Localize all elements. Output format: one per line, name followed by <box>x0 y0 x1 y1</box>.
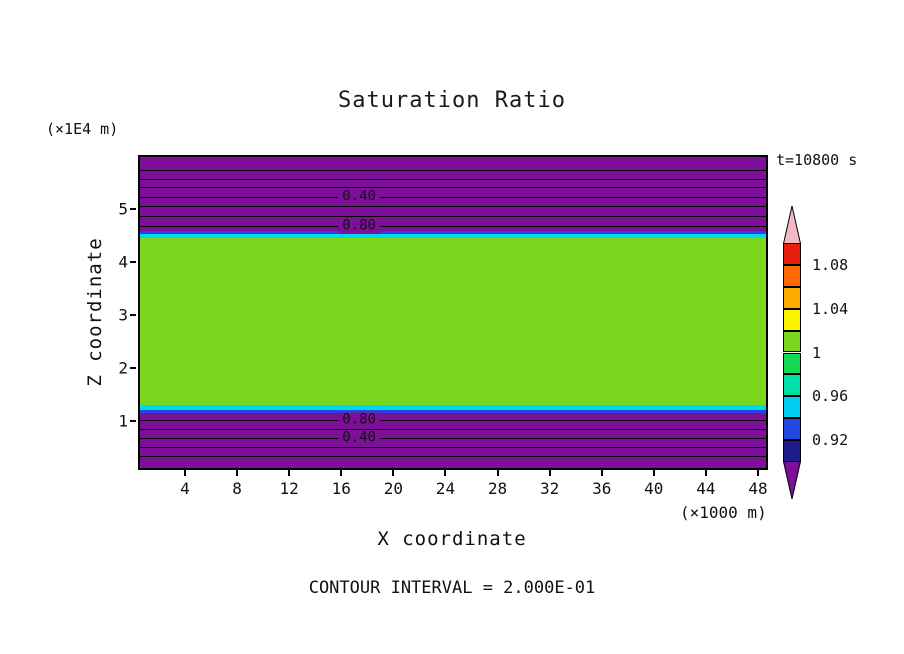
colorbar-segment <box>783 396 801 419</box>
colorbar-tick-label: 0.92 <box>812 431 849 450</box>
x-tick-label: 4 <box>180 479 190 498</box>
x-tick-label: 24 <box>435 479 456 498</box>
fill-band-purple-top <box>140 157 766 232</box>
colorbar-tick-label: 1.04 <box>812 299 849 318</box>
colorbar-under-arrow <box>783 461 801 500</box>
contour-line <box>140 226 766 228</box>
fill-band-green-middle <box>140 238 766 406</box>
colorbar-segment <box>783 264 801 287</box>
contour-line <box>140 197 766 199</box>
y-tick-mark <box>130 261 136 263</box>
x-tick-label: 36 <box>592 479 612 498</box>
y-tick-label: 3 <box>118 305 128 325</box>
contour-line <box>140 438 766 440</box>
x-tick-mark <box>756 470 759 476</box>
x-tick-label: 12 <box>279 479 299 498</box>
contour-label: 0.40 <box>338 189 380 205</box>
contour-line <box>140 187 766 189</box>
x-tick-mark <box>392 470 395 476</box>
x-tick-mark <box>600 470 603 476</box>
fill-band-cyan-bottom <box>140 405 766 411</box>
x-tick-label: 48 <box>748 479 768 498</box>
contour-line <box>140 216 766 218</box>
contour-line <box>140 169 766 171</box>
colorbar-segment <box>783 352 801 375</box>
y-tick-label: 4 <box>118 252 128 272</box>
colorbar-tick-label: 1 <box>812 343 822 362</box>
x-tick-label: 32 <box>539 479 560 498</box>
fill-band-cyan-top <box>140 233 766 239</box>
contour-label: 0.80 <box>338 218 380 234</box>
colorbar-tick-label: 0.96 <box>812 387 849 406</box>
y-tick-mark <box>130 367 136 369</box>
x-axis-title: X coordinate <box>377 528 527 550</box>
fill-band-blue-top <box>140 231 766 234</box>
contour-line <box>140 447 766 449</box>
contour-label: 0.40 <box>338 430 380 446</box>
x-tick-mark <box>184 470 186 476</box>
colorbar-segment <box>783 418 801 441</box>
x-axis-unit-label: (×1000 m) <box>680 503 767 522</box>
x-tick-mark <box>340 470 343 476</box>
plot-area: 0.40 0.80 0.80 0.40 <box>138 155 768 470</box>
y-tick-mark <box>130 314 136 316</box>
y-tick-mark <box>130 420 136 422</box>
colorbar-segment <box>783 308 801 331</box>
time-annotation: t=10800 s <box>776 151 858 169</box>
colorbar: 1.08 1.04 1 0.96 0.92 <box>783 205 848 500</box>
x-tick-label: 28 <box>487 479 508 498</box>
colorbar-tick-label: 1.08 <box>812 255 849 274</box>
x-tick-label: 44 <box>696 479 716 498</box>
colorbar-segment <box>783 330 801 353</box>
chart-title: Saturation Ratio <box>338 88 566 113</box>
x-tick-mark <box>236 470 239 476</box>
colorbar-segment <box>783 286 801 309</box>
x-tick-label: 8 <box>232 479 242 498</box>
colorbar-over-arrow <box>783 205 801 244</box>
y-tick-label: 1 <box>118 411 128 431</box>
contour-line <box>140 456 766 458</box>
contour-line <box>140 428 766 430</box>
x-tick-mark <box>288 470 291 476</box>
contour-label: 0.80 <box>338 412 380 428</box>
x-tick-label: 20 <box>383 479 403 498</box>
contour-interval-note: CONTOUR INTERVAL = 2.000E-01 <box>308 578 596 598</box>
contour-line <box>140 206 766 208</box>
colorbar-segment <box>783 374 801 397</box>
contour-line <box>140 178 766 180</box>
y-tick-label: 5 <box>118 199 128 219</box>
x-tick-mark <box>548 470 551 476</box>
colorbar-arrows <box>783 205 801 500</box>
fill-band-blue-bottom <box>140 410 766 413</box>
y-tick-label: 2 <box>118 358 128 378</box>
fill-band-purple-bottom <box>140 412 766 468</box>
x-tick-mark <box>444 470 447 476</box>
contour-line <box>140 419 766 421</box>
y-axis-unit-label: (×1E4 m) <box>46 120 119 138</box>
y-tick-mark <box>130 208 136 210</box>
x-tick-mark <box>652 470 655 476</box>
x-tick-mark <box>496 470 499 476</box>
x-tick-label: 16 <box>331 479 351 498</box>
x-tick-label: 40 <box>644 479 664 498</box>
x-tick-mark <box>704 470 707 476</box>
